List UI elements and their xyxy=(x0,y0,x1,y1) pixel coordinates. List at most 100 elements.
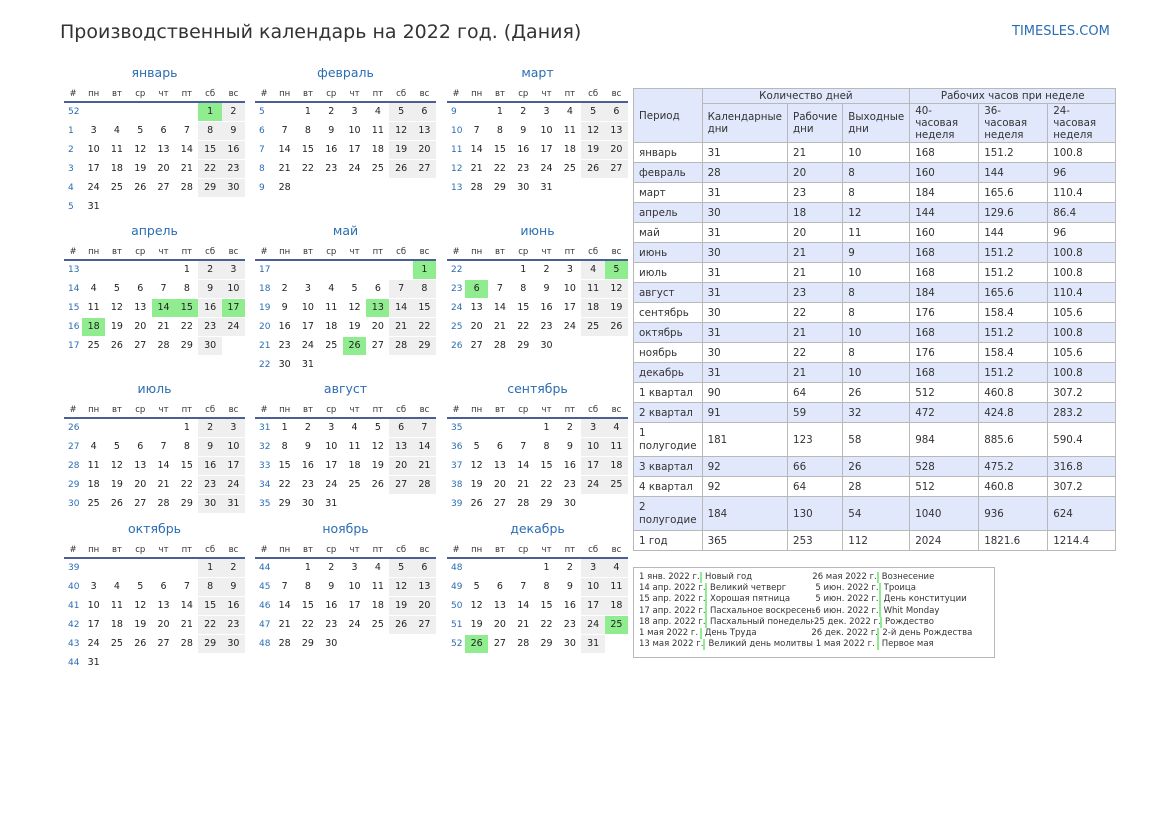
day-cell[interactable]: 19 xyxy=(128,160,152,179)
day-cell[interactable]: 28 xyxy=(389,337,413,356)
day-cell[interactable]: 9 xyxy=(558,438,582,457)
day-cell[interactable]: 18 xyxy=(366,141,390,160)
day-cell[interactable]: 7 xyxy=(273,578,297,597)
day-cell[interactable]: 4 xyxy=(558,103,582,122)
day-cell[interactable]: 2 xyxy=(511,103,535,122)
day-cell[interactable]: 15 xyxy=(296,597,320,616)
day-cell[interactable]: 23 xyxy=(221,616,246,635)
day-cell[interactable]: 13 xyxy=(604,122,629,141)
day-cell[interactable]: 31 xyxy=(296,356,320,375)
day-cell[interactable]: 15 xyxy=(412,299,437,318)
day-cell[interactable]: 19 xyxy=(105,318,129,337)
day-cell[interactable]: 26 xyxy=(389,160,413,179)
day-cell[interactable]: 16 xyxy=(558,597,582,616)
day-cell[interactable]: 20 xyxy=(488,476,512,495)
day-cell[interactable]: 3 xyxy=(82,122,106,141)
day-cell[interactable]: 7 xyxy=(389,280,413,299)
day-cell[interactable]: 2 xyxy=(273,280,297,299)
day-cell[interactable]: 25 xyxy=(342,476,367,495)
day-cell[interactable]: 11 xyxy=(82,457,106,476)
day-cell[interactable]: 26 xyxy=(342,337,367,356)
day-cell[interactable]: 12 xyxy=(366,438,390,457)
day-cell[interactable]: 21 xyxy=(465,160,489,179)
day-cell[interactable]: 13 xyxy=(412,578,437,597)
day-cell[interactable]: 10 xyxy=(221,280,246,299)
day-cell[interactable]: 27 xyxy=(465,337,489,356)
day-cell[interactable]: 23 xyxy=(534,318,559,337)
day-cell[interactable]: 5 xyxy=(128,578,152,597)
day-cell[interactable]: 19 xyxy=(604,299,629,318)
day-cell[interactable]: 18 xyxy=(581,299,605,318)
day-cell[interactable]: 17 xyxy=(534,141,559,160)
day-cell[interactable]: 28 xyxy=(511,495,535,514)
day-cell[interactable]: 2 xyxy=(296,419,320,438)
day-cell[interactable]: 24 xyxy=(82,179,106,198)
day-cell[interactable]: 9 xyxy=(198,280,222,299)
day-cell[interactable]: 11 xyxy=(319,299,343,318)
day-cell[interactable]: 27 xyxy=(128,495,152,514)
day-cell[interactable]: 15 xyxy=(198,597,222,616)
day-cell[interactable]: 3 xyxy=(558,261,582,280)
day-cell[interactable]: 19 xyxy=(389,597,413,616)
day-cell[interactable]: 19 xyxy=(465,476,489,495)
day-cell[interactable]: 6 xyxy=(128,280,152,299)
day-cell[interactable]: 3 xyxy=(296,280,320,299)
day-cell[interactable]: 9 xyxy=(558,578,582,597)
day-cell[interactable]: 23 xyxy=(558,616,582,635)
day-cell[interactable]: 11 xyxy=(366,122,390,141)
day-cell[interactable]: 22 xyxy=(488,160,512,179)
day-cell[interactable]: 26 xyxy=(128,635,152,654)
day-cell[interactable]: 7 xyxy=(273,122,297,141)
day-cell[interactable]: 26 xyxy=(604,318,629,337)
day-cell[interactable]: 30 xyxy=(558,495,582,514)
day-cell[interactable]: 22 xyxy=(412,318,437,337)
day-cell[interactable]: 4 xyxy=(82,280,106,299)
day-cell[interactable]: 17 xyxy=(221,299,246,318)
day-cell[interactable]: 30 xyxy=(198,337,222,356)
day-cell[interactable]: 26 xyxy=(128,179,152,198)
day-cell[interactable]: 3 xyxy=(221,261,246,280)
day-cell[interactable]: 21 xyxy=(175,160,199,179)
day-cell[interactable]: 20 xyxy=(465,318,489,337)
day-cell[interactable]: 16 xyxy=(221,141,246,160)
day-cell[interactable]: 23 xyxy=(511,160,535,179)
day-cell[interactable]: 3 xyxy=(581,419,605,438)
day-cell[interactable]: 20 xyxy=(412,141,437,160)
day-cell[interactable]: 20 xyxy=(604,141,629,160)
day-cell[interactable]: 31 xyxy=(534,179,559,198)
day-cell[interactable]: 9 xyxy=(511,122,535,141)
day-cell[interactable]: 19 xyxy=(389,141,413,160)
day-cell[interactable]: 17 xyxy=(342,597,367,616)
day-cell[interactable]: 24 xyxy=(581,616,605,635)
day-cell[interactable]: 13 xyxy=(151,597,176,616)
day-cell[interactable]: 2 xyxy=(558,419,582,438)
day-cell[interactable]: 29 xyxy=(273,495,297,514)
day-cell[interactable]: 29 xyxy=(488,179,512,198)
day-cell[interactable]: 4 xyxy=(319,280,343,299)
day-cell[interactable]: 16 xyxy=(558,457,582,476)
day-cell[interactable]: 10 xyxy=(296,299,320,318)
day-cell[interactable]: 26 xyxy=(105,495,129,514)
day-cell[interactable]: 30 xyxy=(534,337,559,356)
day-cell[interactable]: 19 xyxy=(342,318,367,337)
day-cell[interactable]: 19 xyxy=(465,616,489,635)
day-cell[interactable]: 20 xyxy=(389,457,413,476)
day-cell[interactable]: 25 xyxy=(604,476,629,495)
day-cell[interactable]: 23 xyxy=(558,476,582,495)
day-cell[interactable]: 8 xyxy=(175,280,199,299)
day-cell[interactable]: 8 xyxy=(273,438,297,457)
day-cell[interactable]: 5 xyxy=(604,261,629,280)
day-cell[interactable]: 21 xyxy=(151,318,176,337)
day-cell[interactable]: 16 xyxy=(296,457,320,476)
day-cell[interactable]: 30 xyxy=(558,635,582,654)
day-cell[interactable]: 20 xyxy=(128,476,152,495)
day-cell[interactable]: 5 xyxy=(105,280,129,299)
day-cell[interactable]: 27 xyxy=(128,337,152,356)
day-cell[interactable]: 25 xyxy=(319,337,343,356)
day-cell[interactable]: 22 xyxy=(198,616,222,635)
day-cell[interactable]: 23 xyxy=(296,476,320,495)
day-cell[interactable]: 1 xyxy=(175,419,199,438)
day-cell[interactable]: 5 xyxy=(342,280,367,299)
day-cell[interactable]: 6 xyxy=(151,122,176,141)
day-cell[interactable]: 26 xyxy=(389,616,413,635)
